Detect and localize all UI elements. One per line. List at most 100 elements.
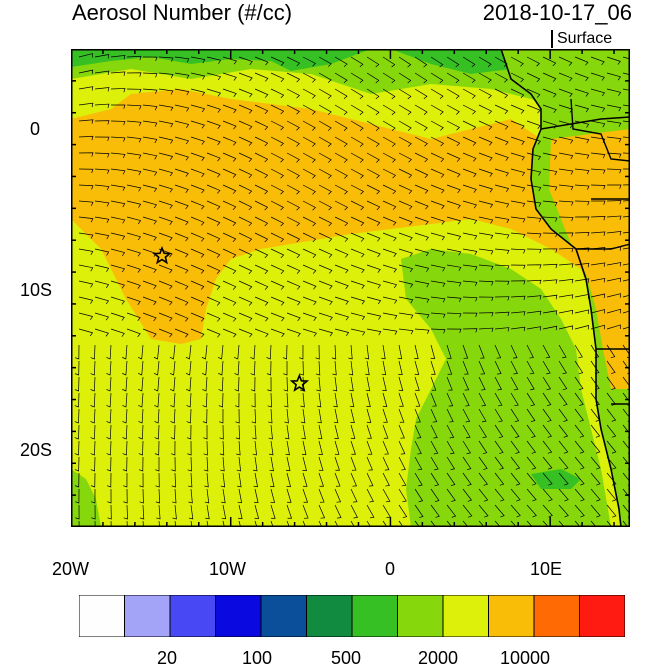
wind-barb	[238, 264, 253, 275]
wind-barb	[254, 280, 269, 290]
wind-barb	[350, 440, 356, 455]
wind-barb	[398, 264, 414, 273]
wind-barb	[139, 472, 144, 488]
wind-barb	[446, 104, 460, 115]
wind-barb	[171, 472, 176, 488]
wind-barb	[126, 88, 142, 94]
wind-barb	[350, 216, 365, 227]
wind-barb	[238, 248, 253, 259]
wind-barb	[142, 72, 158, 78]
colorbar-label-500: 500	[331, 648, 362, 668]
wind-barb	[494, 424, 504, 439]
wind-barb	[270, 120, 285, 131]
wind-barb	[302, 184, 316, 195]
wind-barb	[446, 120, 461, 131]
wind-barb	[238, 504, 243, 520]
colorbar-swatch	[79, 595, 125, 637]
wind-barb	[430, 264, 446, 272]
wind-barb	[526, 310, 542, 316]
wind-barb	[574, 424, 585, 438]
wind-barb	[188, 488, 193, 504]
wind-barb	[110, 136, 126, 142]
wind-barb	[334, 456, 340, 471]
wind-barb	[126, 328, 141, 338]
wind-barb	[222, 184, 237, 194]
wind-barb	[190, 296, 205, 306]
wind-barb	[110, 232, 126, 240]
wind-barb	[350, 72, 364, 84]
wind-barb	[542, 248, 558, 253]
wind-barb	[510, 424, 520, 438]
wind-barb	[222, 120, 237, 130]
wind-barb	[286, 264, 301, 274]
wind-barb	[334, 472, 341, 487]
wind-barb	[382, 440, 389, 455]
wind-barb	[270, 312, 285, 322]
wind-barb	[126, 312, 141, 322]
wind-barb	[190, 104, 206, 113]
wind-barb	[590, 376, 600, 390]
wind-barb	[574, 456, 585, 470]
wind-barb	[622, 310, 630, 314]
wind-barb	[110, 200, 126, 208]
wind-barb	[542, 472, 553, 486]
wind-barb	[206, 104, 221, 113]
wind-barb	[238, 184, 253, 195]
wind-barb	[510, 216, 526, 223]
wind-barb	[462, 344, 469, 359]
wind-barb	[606, 184, 622, 189]
wind-barb	[158, 280, 173, 290]
wind-barb	[478, 184, 493, 193]
wind-barb	[78, 135, 94, 141]
wind-barb	[510, 344, 518, 359]
wind-barb	[91, 488, 96, 504]
wind-barb	[94, 312, 109, 321]
wind-barb	[302, 280, 317, 290]
wind-barb	[590, 472, 601, 486]
wind-barb	[430, 72, 444, 84]
wind-barb	[590, 440, 601, 454]
wind-barb	[286, 296, 301, 306]
wind-barb	[317, 408, 322, 424]
wind-barb	[462, 280, 478, 287]
wind-barb	[398, 168, 413, 179]
wind-barb	[574, 520, 581, 527]
wind-barb	[138, 408, 144, 424]
wind-barb	[74, 376, 80, 392]
wind-barb	[318, 472, 324, 487]
wind-barb	[558, 488, 569, 502]
wind-barb	[334, 216, 349, 227]
wind-barb	[430, 424, 438, 439]
wind-barb	[462, 120, 477, 131]
wind-barb	[622, 104, 630, 107]
wind-barb	[318, 264, 333, 274]
wind-barb	[574, 72, 589, 82]
wind-barb	[154, 424, 160, 440]
wind-barb	[622, 136, 630, 138]
wind-barb	[462, 440, 471, 455]
wind-barb	[510, 248, 526, 254]
wind-barb	[430, 200, 445, 210]
wind-barb	[126, 232, 142, 241]
wind-barbs	[74, 53, 630, 527]
wind-barb	[462, 200, 478, 209]
wind-barb	[366, 264, 381, 273]
wind-barb	[286, 136, 300, 147]
wind-barb	[206, 88, 221, 97]
wind-barb	[478, 360, 486, 375]
wind-barb	[414, 56, 428, 68]
wind-barb	[106, 440, 112, 456]
wind-barb	[75, 488, 80, 504]
wind-barb	[558, 472, 569, 486]
wind-barb	[78, 200, 94, 206]
wind-barb	[414, 104, 428, 115]
wind-barb	[174, 264, 189, 274]
wind-barb	[622, 326, 630, 330]
wind-barb	[190, 200, 205, 210]
wind-barb	[154, 392, 160, 408]
wind-barb	[446, 200, 461, 209]
wind-barb	[350, 488, 358, 503]
wind-barb	[526, 168, 542, 176]
wind-barb	[142, 328, 157, 338]
wind-barb	[283, 376, 288, 392]
